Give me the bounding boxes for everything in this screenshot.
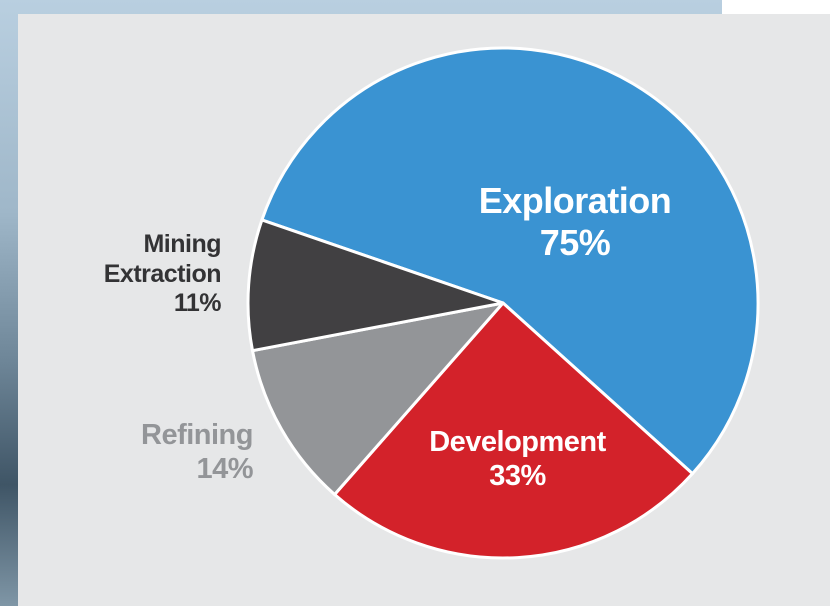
slice-label: Mining Extraction 11% (60, 230, 222, 319)
category-name: Development (429, 426, 606, 458)
background-corner (722, 0, 830, 14)
category-name: Exploration (478, 180, 672, 221)
slice-label: Development 33% (400, 425, 635, 493)
slice-label: Exploration 75% (455, 180, 695, 265)
pie-slice (250, 301, 505, 496)
value-label: 33% (489, 460, 546, 493)
category-name: Refining (141, 419, 254, 451)
pie-slice (260, 46, 760, 476)
category-name: Mining Extraction (103, 230, 222, 288)
value-label: 14% (196, 453, 253, 486)
pie-slice (333, 301, 694, 560)
slice-label: Refining 14% (90, 418, 254, 486)
value-label: 11% (173, 289, 222, 317)
value-label: 75% (539, 222, 611, 264)
pie-slice (246, 218, 505, 353)
